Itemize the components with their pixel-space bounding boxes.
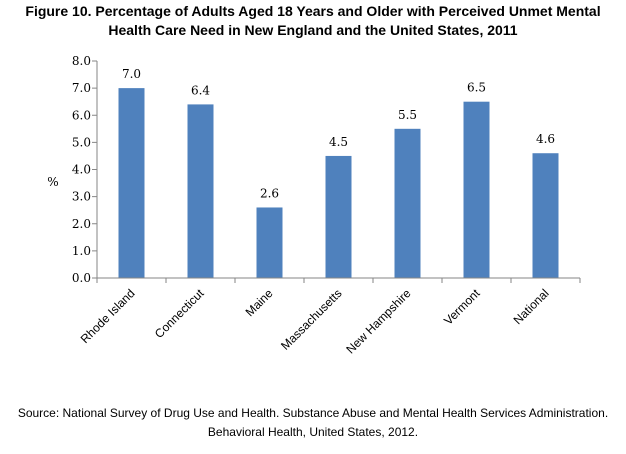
data-label: 6.5 [467,81,486,95]
data-label: 6.4 [191,83,210,97]
bar [187,104,214,279]
x-tick-label: National [511,286,552,327]
y-tick-label: 2.0 [72,217,91,231]
y-tick-label: 8.0 [72,54,91,68]
x-tick-label: Connecticut [152,286,207,341]
bar [325,155,352,278]
x-tick-label: New Hampshire [343,286,413,356]
data-label: 4.6 [536,132,555,146]
chart-title-line-1: Figure 10. Percentage of Adults Aged 18 … [25,3,601,19]
bar [532,153,559,278]
y-tick-label: 7.0 [72,81,91,95]
x-tick-label: Vermont [441,286,483,328]
y-tick-label: 4.0 [72,163,91,177]
chart-title-line-2: Health Care Need in New England and the … [108,22,518,38]
y-tick-label: 3.0 [72,190,91,204]
source-line-2: Behavioral Health, United States, 2012. [207,425,419,439]
x-tick-label: Massachusetts [278,286,345,353]
chart-title: Figure 10. Percentage of Adults Aged 18 … [0,2,626,40]
bar [463,101,490,278]
y-tick-label: 5.0 [72,135,91,149]
x-axis: Rhode Island Connecticut Maine Massachusett… [78,277,581,356]
y-tick-label: 6.0 [72,108,91,122]
bar-chart: 0.0 1.0 2.0 3.0 4.0 5.0 6.0 7.0 8.0 7.0 6.4 2.6 4.5… [47,54,581,356]
data-label: 2.6 [260,186,279,200]
source-note: Source: National Survey of Drug Use and … [0,404,626,442]
bar [394,128,421,278]
y-tick-label: 1.0 [72,244,91,258]
bar [118,88,145,278]
y-axis-label: % [47,175,58,189]
data-label: 7.0 [122,67,141,81]
y-tick-label: 0.0 [72,271,91,285]
bars [118,88,559,279]
x-tick-label: Maine [243,286,276,319]
y-axis: 0.0 1.0 2.0 3.0 4.0 5.0 6.0 7.0 8.0 [72,54,98,285]
bar [256,207,283,278]
data-label: 5.5 [398,108,417,122]
data-labels: 7.0 6.4 2.6 4.5 5.5 6.5 4.6 [122,67,555,200]
x-tick-label: Rhode Island [78,286,138,346]
source-line-1: Source: National Survey of Drug Use and … [17,406,609,420]
data-label: 4.5 [329,135,348,149]
